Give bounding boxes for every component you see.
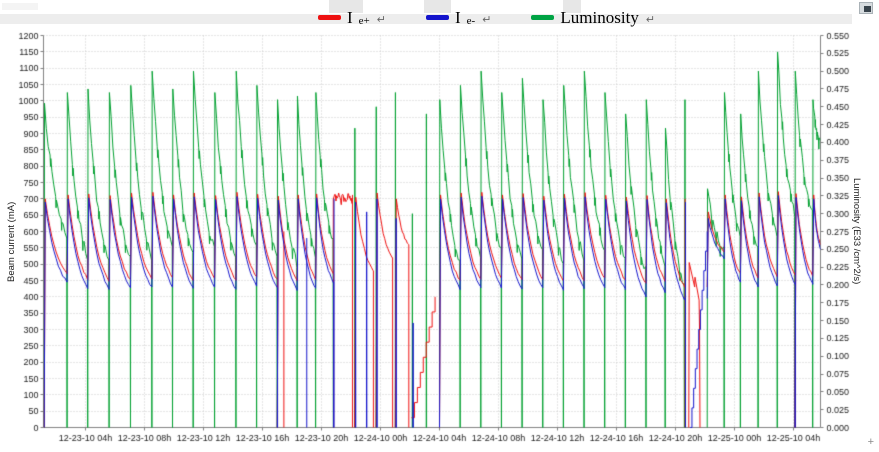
return-mark-icon: ↵ — [482, 14, 492, 26]
ie-minus-swatch-icon — [425, 15, 449, 20]
y-right-axis-title: Luminosity (E33 /cm^2/s) — [851, 178, 862, 285]
legend-label: Luminosity — [560, 8, 639, 27]
luminosity-swatch-icon — [531, 15, 555, 20]
ie-plus-swatch-icon — [318, 15, 341, 20]
legend-item-luminosity: Luminosity ↵ — [531, 9, 655, 26]
legend-label-sub: e+ — [358, 15, 370, 27]
legend-label: I — [347, 8, 353, 27]
legend-label: I — [454, 8, 461, 27]
paragraph-mark: + — [867, 436, 874, 448]
legend-label-sub: e- — [466, 15, 476, 27]
return-mark-icon: ↵ — [645, 14, 656, 26]
y-left-axis-title: Beam current (mA) — [6, 201, 17, 282]
return-mark-icon: ↵ — [376, 14, 386, 26]
